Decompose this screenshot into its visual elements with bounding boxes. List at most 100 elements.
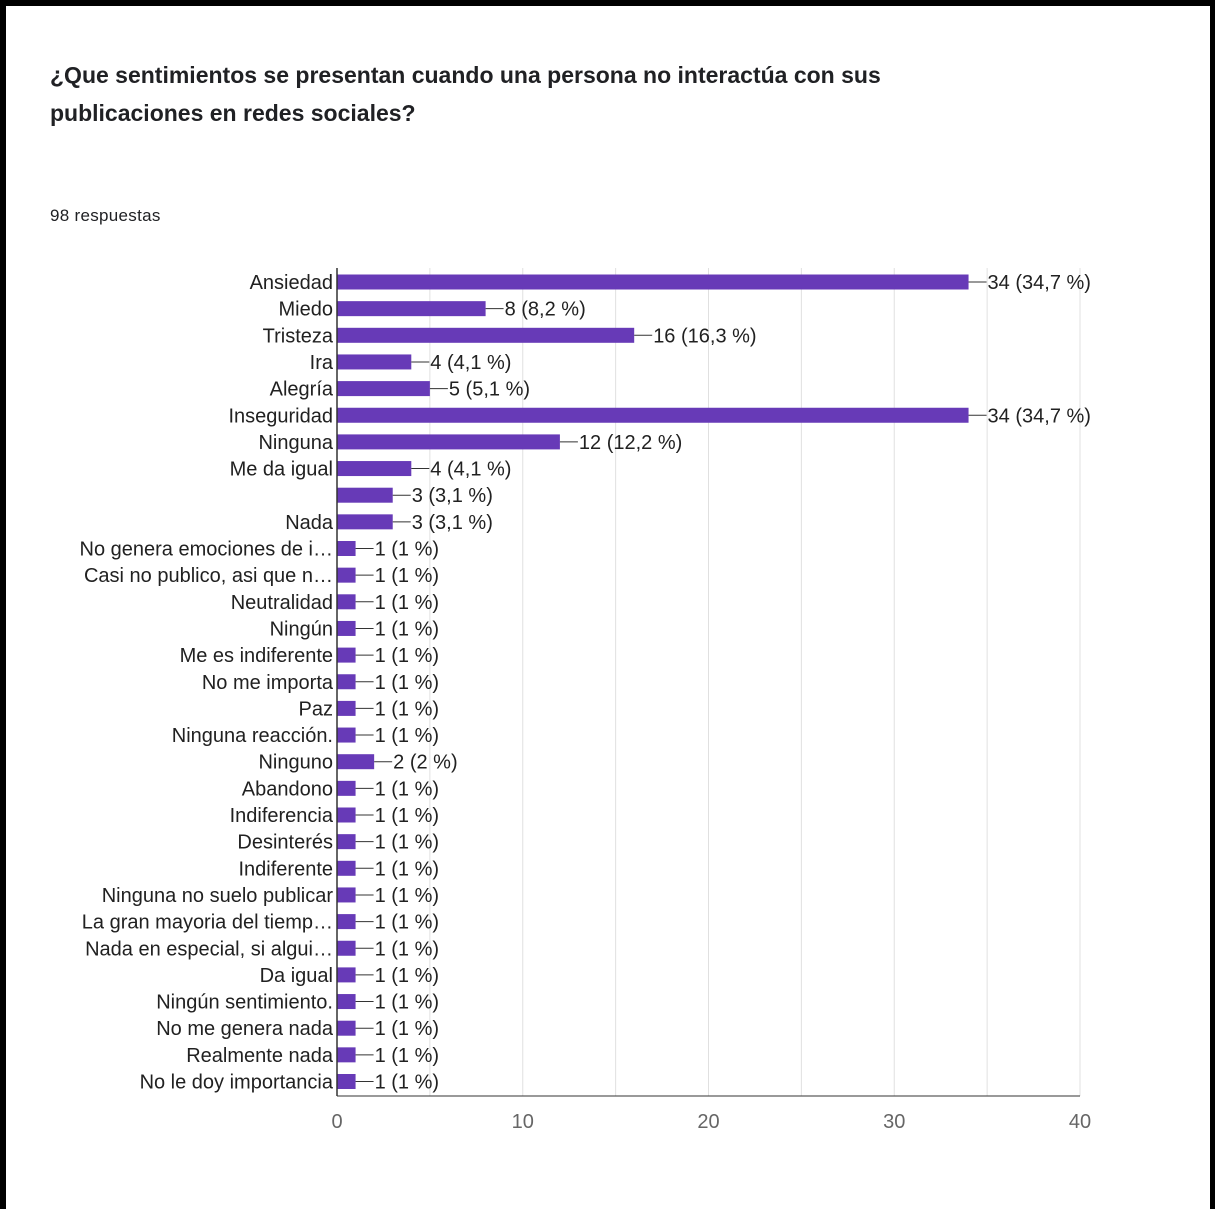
- category-label: No genera emociones de i…: [80, 539, 333, 561]
- category-label: Inseguridad: [228, 405, 333, 427]
- value-label: 1 (1 %): [375, 858, 439, 880]
- bar: [337, 834, 356, 850]
- bar: [337, 674, 356, 690]
- bar: [337, 327, 635, 343]
- value-label: 1 (1 %): [375, 565, 439, 587]
- x-tick-label: 0: [331, 1111, 342, 1133]
- value-label: 1 (1 %): [375, 778, 439, 800]
- category-label: Miedo: [279, 299, 333, 321]
- bar: [337, 301, 486, 317]
- value-label: 1 (1 %): [375, 539, 439, 561]
- bar: [337, 1020, 356, 1036]
- bar: [337, 914, 356, 930]
- value-label: 1 (1 %): [375, 672, 439, 694]
- bar: [337, 1074, 356, 1089]
- bar: [337, 381, 430, 397]
- bar: [337, 807, 356, 823]
- value-label: 3 (3,1 %): [412, 512, 493, 534]
- bar: [337, 434, 560, 450]
- bar: [337, 887, 356, 903]
- bar: [337, 1047, 356, 1063]
- bar: [337, 514, 393, 530]
- x-tick-label: 40: [1069, 1111, 1091, 1133]
- bar: [337, 461, 412, 477]
- value-label: 4 (4,1 %): [430, 459, 511, 481]
- bar: [337, 754, 375, 770]
- value-label: 1 (1 %): [375, 592, 439, 614]
- category-label: Me da igual: [230, 459, 333, 481]
- value-label: 16 (16,3 %): [653, 325, 756, 347]
- value-label: 34 (34,7 %): [988, 405, 1091, 427]
- labels: 0 10 20 30 40 34 (34,7 %) Ansiedad 8 (8,2 %) Mie…: [80, 272, 1092, 1133]
- value-label: 8 (8,2 %): [505, 299, 586, 321]
- bar-chart: 0 10 20 30 40 34 (34,7 %) Ansiedad 8 (8,2 %) Mie…: [80, 268, 1092, 1133]
- category-label: No le doy importancia: [140, 1072, 334, 1094]
- value-label: 3 (3,1 %): [412, 485, 493, 507]
- bar: [337, 407, 969, 423]
- value-label: 1 (1 %): [375, 885, 439, 907]
- category-label: Abandono: [242, 778, 333, 800]
- category-label: Ninguno: [258, 752, 333, 774]
- value-label: 1 (1 %): [375, 698, 439, 720]
- bar: [337, 940, 356, 956]
- bar: [337, 780, 356, 796]
- value-label: 1 (1 %): [375, 725, 439, 747]
- value-label: 12 (12,2 %): [579, 432, 682, 454]
- value-label: 1 (1 %): [375, 938, 439, 960]
- value-label: 1 (1 %): [375, 1072, 439, 1094]
- category-label: Ninguna: [258, 432, 333, 454]
- bars: [337, 274, 987, 1089]
- value-label: 1 (1 %): [375, 645, 439, 667]
- category-label: Ninguna reacción.: [172, 725, 333, 747]
- category-label: Alegría: [270, 379, 334, 401]
- axes: [336, 268, 1080, 1097]
- category-label: Casi no publico, asi que n…: [84, 565, 333, 587]
- bar: [337, 967, 356, 983]
- value-label: 1 (1 %): [375, 1018, 439, 1040]
- category-label: Indiferencia: [230, 805, 334, 827]
- value-label: 4 (4,1 %): [430, 352, 511, 374]
- category-label: Ninguna no suelo publicar: [102, 885, 334, 907]
- value-label: 1 (1 %): [375, 832, 439, 854]
- value-label: 1 (1 %): [375, 992, 439, 1014]
- category-label: Paz: [299, 698, 333, 720]
- category-label: Nada: [285, 512, 334, 534]
- x-tick-label: 20: [697, 1111, 719, 1133]
- value-label: 1 (1 %): [375, 965, 439, 987]
- bar: [337, 487, 393, 503]
- grid-lines: [429, 268, 1081, 1096]
- category-label: Da igual: [260, 965, 333, 987]
- bar: [337, 727, 356, 743]
- value-label: 5 (5,1 %): [449, 379, 530, 401]
- category-label: Tristeza: [263, 325, 334, 347]
- value-label: 34 (34,7 %): [988, 272, 1091, 294]
- bar: [337, 647, 356, 663]
- value-label: 2 (2 %): [393, 752, 457, 774]
- question-title: ¿Que sentimientos se presentan cuando un…: [50, 62, 881, 126]
- value-label: 1 (1 %): [375, 912, 439, 934]
- category-label: No me importa: [202, 672, 334, 694]
- category-label: Neutralidad: [231, 592, 333, 614]
- value-label: 1 (1 %): [375, 1045, 439, 1067]
- category-label: Me es indiferente: [180, 645, 333, 667]
- value-label: 1 (1 %): [375, 618, 439, 640]
- bar: [337, 620, 356, 636]
- bar: [337, 860, 356, 876]
- bar: [337, 541, 356, 556]
- category-label: Ansiedad: [250, 272, 333, 294]
- category-label: Ira: [310, 352, 334, 374]
- category-label: Ningún: [270, 618, 333, 640]
- category-label: La gran mayoria del tiemp…: [82, 912, 333, 934]
- bar: [337, 274, 969, 290]
- category-label: Indiferente: [238, 858, 333, 880]
- category-label: Nada en especial, si algui…: [85, 938, 333, 960]
- bar: [337, 567, 356, 583]
- category-label: Ningún sentimiento.: [156, 992, 333, 1014]
- x-tick-label: 30: [883, 1111, 905, 1133]
- response-count: 98 respuestas: [50, 206, 161, 225]
- bar: [337, 700, 356, 716]
- x-tick-label: 10: [512, 1111, 534, 1133]
- category-label: Desinterés: [237, 832, 333, 854]
- bar: [337, 994, 356, 1010]
